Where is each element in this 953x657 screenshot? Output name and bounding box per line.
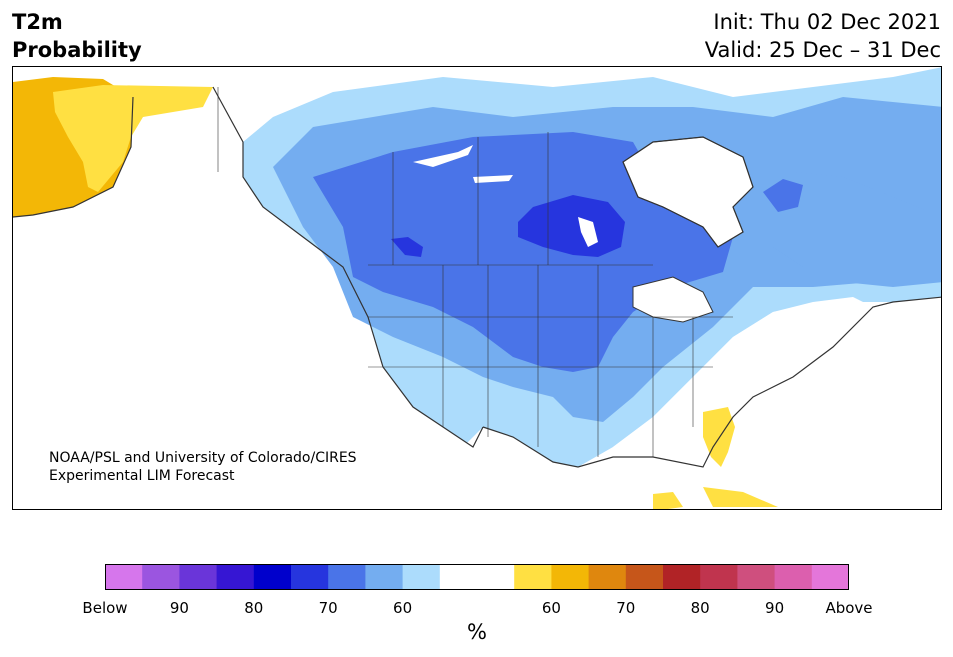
- credit-line-1: NOAA/PSL and University of Colorado/CIRE…: [49, 450, 357, 466]
- region-cuba-above-60-b: [703, 487, 778, 507]
- region-below-80-east: [763, 179, 803, 212]
- title-line-1: T2m: [12, 10, 63, 34]
- colorbar-border: [105, 564, 849, 590]
- map-canvas: [13, 67, 941, 509]
- colorbar-tick-label: 70: [616, 599, 636, 617]
- region-mexico-white: [443, 427, 653, 509]
- coastlines: [13, 86, 941, 468]
- colorbar-swatch: [663, 564, 701, 590]
- colorbar-swatch: [551, 564, 590, 590]
- colorbar-swatch: [439, 564, 478, 590]
- colorbar-tick-label: Above: [825, 599, 873, 617]
- colorbar-swatch: [514, 564, 552, 590]
- colorbar-swatch: [365, 564, 404, 590]
- forecast-map: [12, 66, 942, 510]
- boundaries: [217, 87, 733, 457]
- colorbar-swatch: [328, 564, 366, 590]
- colorbar-swatch: [253, 564, 292, 590]
- colorbar-unit: %: [467, 620, 487, 644]
- map-title: T2m Probability: [12, 8, 142, 64]
- colorbar-swatch: [588, 564, 627, 590]
- date-info: Init: Thu 02 Dec 2021 Valid: 25 Dec – 31…: [705, 8, 941, 64]
- region-below-90-core: [518, 195, 625, 257]
- colorbar-swatch: [142, 564, 180, 590]
- colorbar-tick-label: 60: [541, 599, 561, 617]
- colorbar-swatch: [774, 564, 813, 590]
- title-line-2: Probability: [12, 38, 142, 62]
- colorbar-swatch: [216, 564, 255, 590]
- lake-slave: [413, 145, 473, 167]
- init-date: Init: Thu 02 Dec 2021: [713, 10, 941, 34]
- credit-line-2: Experimental LIM Forecast: [49, 468, 235, 484]
- region-below-90-small: [391, 237, 423, 257]
- colorbar-tick-label: 90: [169, 599, 189, 617]
- colorbar: [105, 564, 849, 590]
- colorbar-tick-label: 80: [244, 599, 264, 617]
- region-below-70-east: [753, 172, 941, 287]
- colorbar-swatch: [179, 564, 218, 590]
- colorbar-swatch: [291, 564, 329, 590]
- colorbar-tick-label: 90: [765, 599, 785, 617]
- region-southeast-white: [613, 297, 873, 467]
- forecast-credit: NOAA/PSL and University of Colorado/CIRE…: [49, 449, 357, 485]
- region-below-80: [313, 132, 733, 372]
- lake-athabasca: [473, 175, 513, 183]
- colorbar-swatch: [625, 564, 664, 590]
- colorbar-tick-label: 60: [393, 599, 413, 617]
- colorbar-swatch: [811, 564, 849, 590]
- colorbar-tick-label: Below: [82, 599, 128, 617]
- colorbar-swatch: [737, 564, 776, 590]
- colorbar-tick-label: 80: [690, 599, 710, 617]
- region-alaska-above-60: [53, 85, 213, 192]
- lake-winnipeg: [578, 217, 598, 247]
- colorbar-swatch: [105, 564, 143, 590]
- colorbar-swatch: [477, 564, 515, 590]
- colorbar-swatch: [402, 564, 441, 590]
- colorbar-tick-label: 70: [318, 599, 338, 617]
- valid-dates: Valid: 25 Dec – 31 Dec: [704, 38, 941, 62]
- colorbar-swatch: [700, 564, 738, 590]
